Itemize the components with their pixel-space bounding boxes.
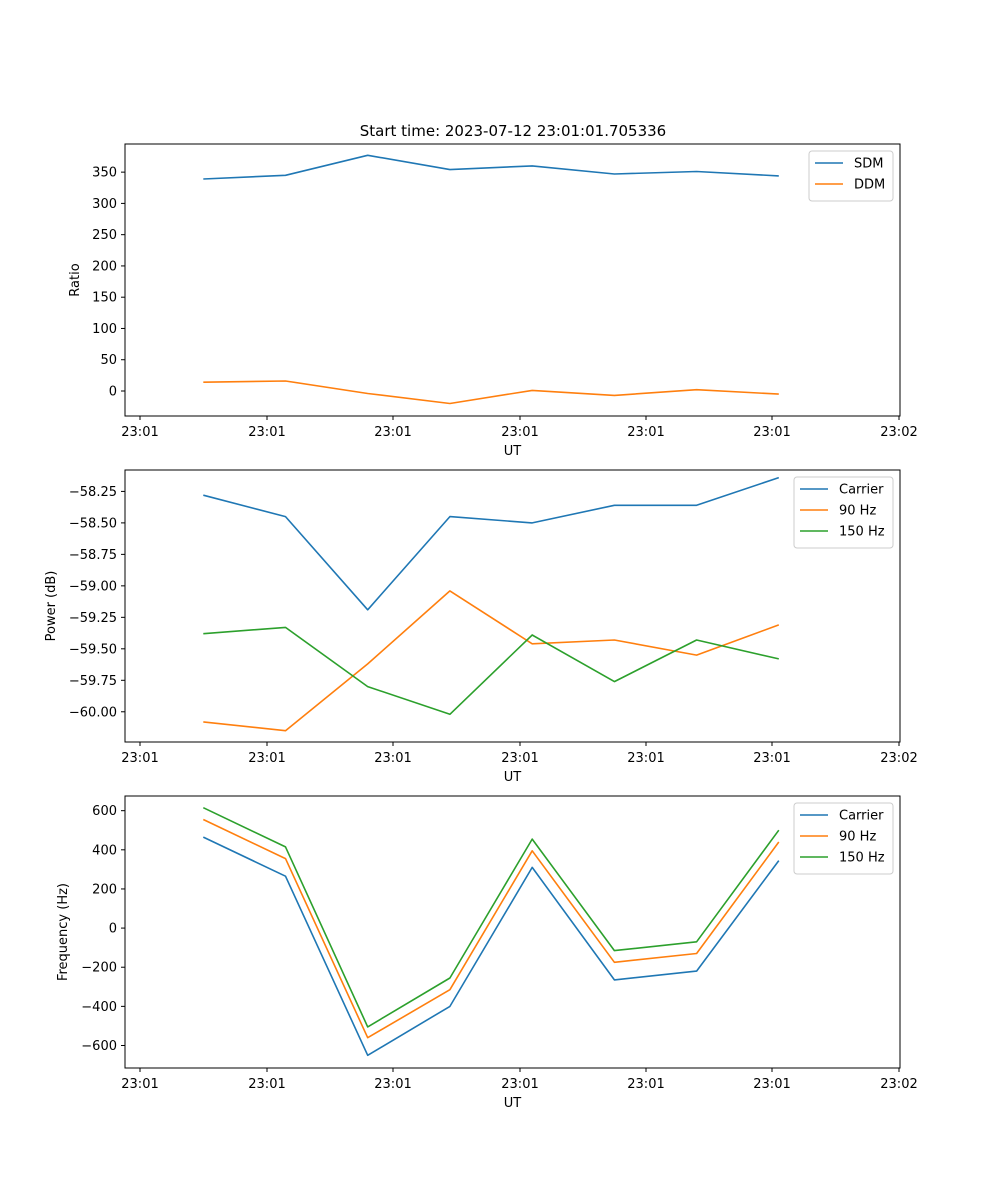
x-axis-label: UT xyxy=(504,444,522,459)
x-tick-label: 23:01 xyxy=(248,425,285,440)
axes-frame xyxy=(124,469,901,743)
x-tick-label: 23:01 xyxy=(501,1077,538,1092)
x-tick-label: 23:02 xyxy=(880,751,917,766)
y-tick-label: 150 xyxy=(92,291,117,306)
legend-label: Carrier xyxy=(839,483,884,498)
series-line-ddm xyxy=(203,380,779,405)
y-tick-label: −60.00 xyxy=(69,705,117,720)
x-tick-label: 23:01 xyxy=(753,425,790,440)
x-tick-label: 23:01 xyxy=(374,751,411,766)
legend-label: Carrier xyxy=(839,809,884,824)
series-line-carrier xyxy=(202,836,780,1057)
legend: Carrier 90 Hz 150 Hz xyxy=(793,802,894,875)
legend-label: 90 Hz xyxy=(839,504,876,519)
y-axis-label: Ratio xyxy=(68,263,83,296)
y-tick-label: −58.50 xyxy=(69,516,117,531)
y-tick-label: −59.75 xyxy=(69,674,117,689)
y-tick-label: 0 xyxy=(109,384,117,399)
legend-label: 90 Hz xyxy=(839,830,876,845)
x-tick-label: 23:01 xyxy=(121,751,158,766)
x-tick-label: 23:01 xyxy=(374,1077,411,1092)
x-tick-label: 23:01 xyxy=(248,751,285,766)
y-tick-label: −200 xyxy=(81,961,117,976)
y-tick-label: 250 xyxy=(92,228,117,243)
legend-label: SDM xyxy=(854,157,883,172)
x-tick-label: 23:01 xyxy=(627,425,664,440)
x-tick-label: 23:02 xyxy=(880,1077,917,1092)
legend-label: 150 Hz xyxy=(839,525,885,540)
x-tick-label: 23:01 xyxy=(753,751,790,766)
x-tick-label: 23:01 xyxy=(248,1077,285,1092)
y-tick-label: 300 xyxy=(92,197,117,212)
chart-panel-3: 23:01 23:01 23:01 23:01 23:01 23:01 23:02 −600 −… xyxy=(56,795,918,1111)
y-tick-label: 100 xyxy=(92,322,117,337)
x-tick-label: 23:02 xyxy=(880,425,917,440)
y-tick-label: 600 xyxy=(92,804,117,819)
y-tick-label: −400 xyxy=(81,1000,117,1015)
x-tick-label: 23:01 xyxy=(627,1077,664,1092)
y-tick-label: 50 xyxy=(100,353,117,368)
y-tick-label: −600 xyxy=(81,1039,117,1054)
axes-frame xyxy=(124,143,901,417)
legend: Carrier 90 Hz 150 Hz xyxy=(793,476,894,549)
y-tick-label: −59.00 xyxy=(69,579,117,594)
x-tick-label: 23:01 xyxy=(501,425,538,440)
axes-frame xyxy=(124,795,901,1069)
x-axis-label: UT xyxy=(504,770,522,785)
y-tick-label: −59.25 xyxy=(69,611,117,626)
y-tick-label: 400 xyxy=(92,843,117,858)
x-tick-label: 23:01 xyxy=(753,1077,790,1092)
x-tick-label: 23:01 xyxy=(627,751,664,766)
y-tick-label: 200 xyxy=(92,259,117,274)
x-tick-label: 23:01 xyxy=(121,1077,158,1092)
y-tick-label: 0 xyxy=(109,922,117,937)
x-tick-label: 23:01 xyxy=(501,751,538,766)
series-line-90-hz xyxy=(203,590,780,732)
figure-title: Start time: 2023-07-12 23:01:01.705336 xyxy=(360,122,666,140)
chart-panel-2: 23:01 23:01 23:01 23:01 23:01 23:01 23:02 −60.0… xyxy=(44,469,918,785)
series-line-150-hz xyxy=(203,626,779,716)
y-tick-label: −58.75 xyxy=(69,548,117,563)
series-line-90-hz xyxy=(202,818,780,1039)
x-tick-label: 23:01 xyxy=(121,425,158,440)
series-line-150-hz xyxy=(202,806,780,1028)
series-line-carrier xyxy=(203,476,780,611)
chart-panel-1: 23:01 23:01 23:01 23:01 23:01 23:01 23:02 0 50 10… xyxy=(68,143,918,459)
x-axis-label: UT xyxy=(504,1096,522,1111)
legend-label: DDM xyxy=(854,178,885,193)
legend-label: 150 Hz xyxy=(839,851,885,866)
series-line-sdm xyxy=(203,154,779,180)
x-tick-label: 23:01 xyxy=(374,425,411,440)
y-axis-label: Power (dB) xyxy=(44,571,59,642)
y-tick-label: 350 xyxy=(92,166,117,181)
y-tick-label: −59.50 xyxy=(69,642,117,657)
y-tick-label: −58.25 xyxy=(69,485,117,500)
y-axis-label: Frequency (Hz) xyxy=(56,883,71,981)
legend: SDM DDM xyxy=(808,150,894,202)
y-tick-label: 200 xyxy=(92,882,117,897)
